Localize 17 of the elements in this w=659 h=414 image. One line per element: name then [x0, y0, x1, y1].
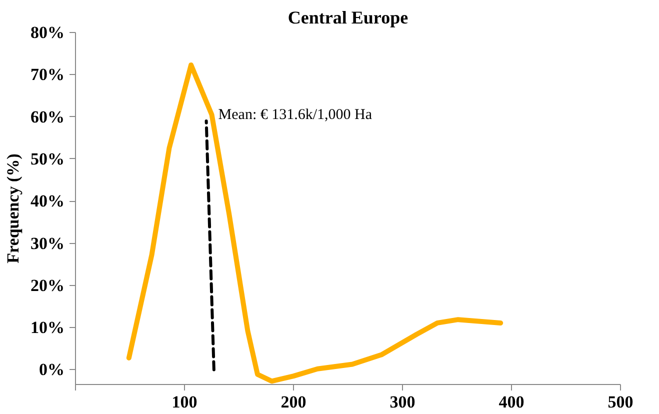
x-tick-label: 400: [498, 392, 524, 412]
y-tick-label: 60%: [30, 107, 64, 126]
x-tick-label: 500: [608, 392, 634, 412]
y-tick-label: 20%: [30, 276, 64, 295]
y-tick-label: 0%: [39, 360, 64, 380]
y-axis-title: Frequency (%): [4, 154, 22, 264]
y-tick-label: 80%: [30, 23, 64, 42]
chart-title: Central Europe: [288, 8, 408, 28]
x-tick-label: 300: [390, 392, 416, 412]
y-tick-label: 40%: [30, 192, 64, 211]
y-tick-label: 10%: [30, 318, 64, 338]
x-tick-label: 100: [172, 392, 198, 412]
annotation: Mean: € 131.6k/1,000 Ha: [218, 107, 372, 124]
x-tick-label: 200: [280, 392, 306, 412]
y-tick-label: 50%: [30, 149, 64, 168]
y-tick-label: 30%: [30, 234, 64, 253]
y-tick-label: 70%: [30, 65, 64, 84]
